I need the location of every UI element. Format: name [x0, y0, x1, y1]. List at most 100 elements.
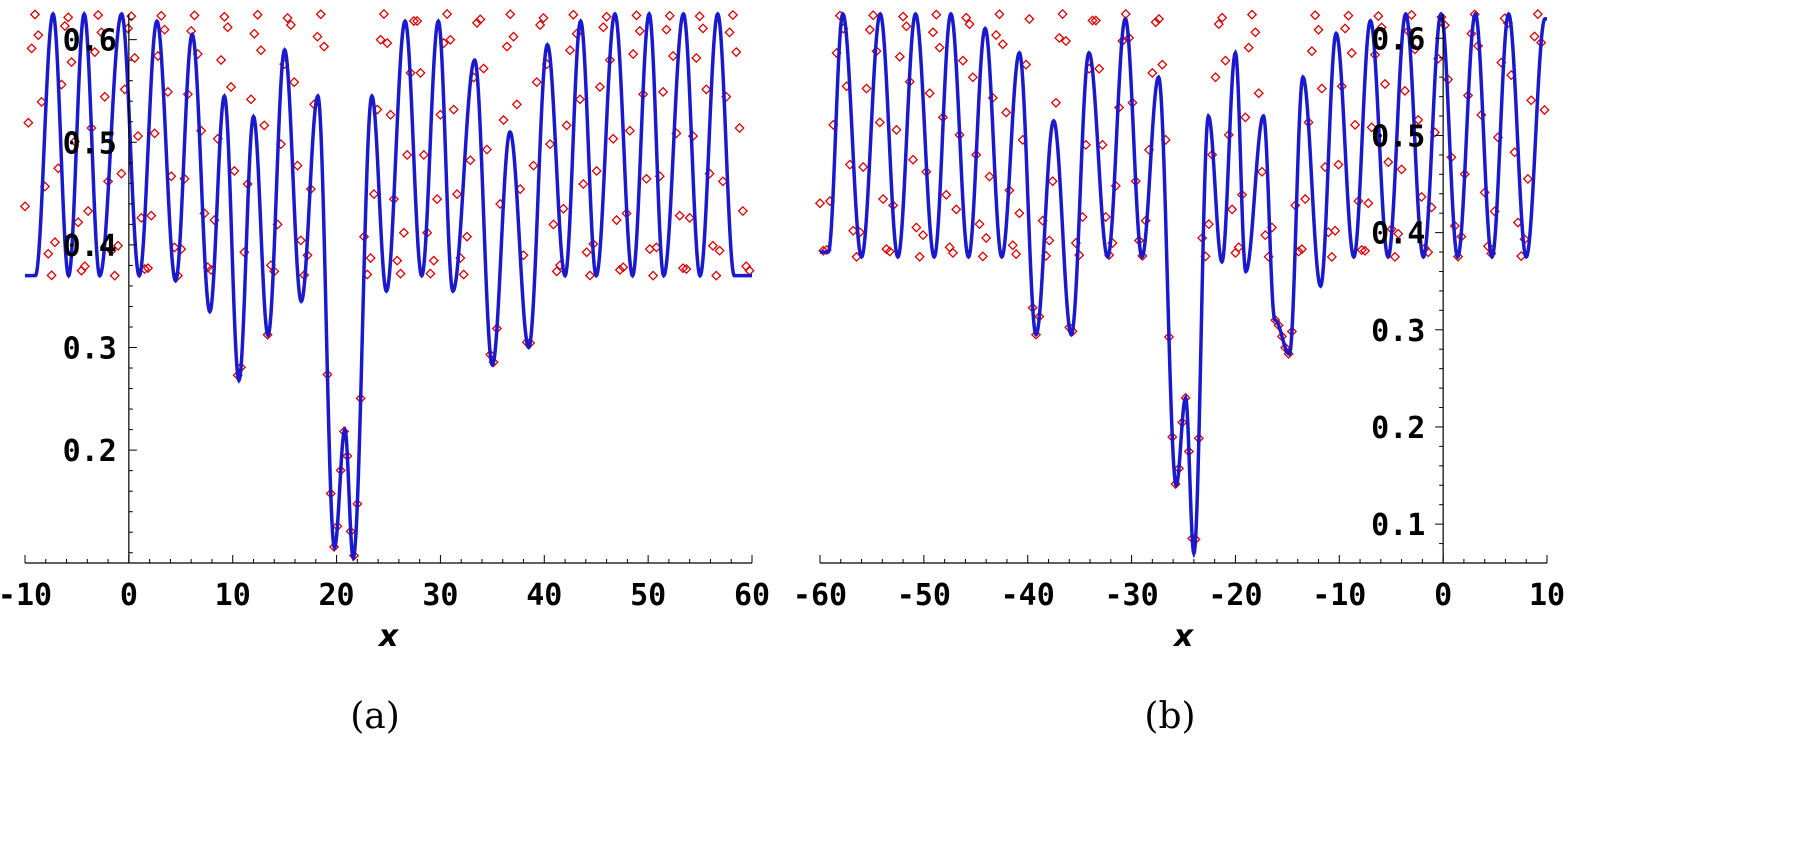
marker-point: [46, 270, 57, 281]
marker-point: [1339, 23, 1351, 34]
marker-point: [415, 67, 426, 79]
marker-point: [1054, 32, 1065, 44]
x-tick-label: 10: [215, 578, 251, 613]
marker-point: [26, 43, 37, 54]
marker-point: [1097, 139, 1108, 150]
marker-point: [914, 251, 925, 262]
curve-series-a: [25, 11, 752, 562]
marker-point: [63, 12, 74, 23]
marker-point: [861, 83, 872, 94]
marker-point: [222, 22, 233, 33]
marker-point: [1240, 112, 1251, 123]
marker-point: [814, 198, 826, 209]
marker-point: [1316, 83, 1327, 94]
marker-point: [1203, 219, 1214, 230]
marker-point: [66, 56, 77, 68]
marker-point: [614, 264, 626, 275]
marker-point: [508, 31, 519, 42]
marker-point: [1213, 19, 1224, 30]
marker-point: [431, 193, 443, 205]
marker-point: [1310, 10, 1321, 21]
marker-point: [312, 31, 323, 42]
marker-point: [818, 245, 829, 256]
marker-point: [1153, 13, 1165, 25]
y-tick-label: 0.3: [63, 332, 117, 367]
marker-point: [1296, 243, 1308, 255]
marker-point: [1406, 9, 1417, 21]
marker-point: [957, 55, 969, 66]
marker-point: [961, 12, 972, 23]
marker-point: [558, 203, 569, 214]
marker-point: [1306, 46, 1317, 57]
marker-point: [378, 8, 390, 20]
x-tick-label: 40: [526, 578, 562, 613]
marker-point: [684, 212, 695, 223]
marker-point: [382, 37, 393, 49]
marker-point: [132, 130, 144, 142]
marker-point: [1057, 8, 1068, 20]
marker-point: [911, 222, 922, 233]
marker-point: [1346, 47, 1357, 59]
marker-point: [448, 104, 459, 115]
y-tick-label: 0.2: [1371, 411, 1425, 446]
marker-point: [981, 232, 992, 244]
marker-point: [1333, 159, 1344, 170]
marker-point: [884, 246, 895, 257]
marker-point: [1047, 176, 1058, 187]
marker-point: [608, 133, 619, 144]
marker-point: [618, 262, 629, 273]
marker-point: [1233, 242, 1244, 253]
marker-point: [864, 24, 875, 35]
marker-point: [402, 149, 413, 161]
x-axis-label-b: x: [1172, 619, 1195, 654]
panel-caption-b: (b): [1144, 696, 1195, 737]
marker-point: [116, 168, 127, 179]
marker-point: [149, 128, 160, 139]
marker-point: [1060, 35, 1072, 47]
x-tick-label: 20: [319, 578, 355, 613]
marker-point: [412, 15, 423, 27]
marker-point: [951, 204, 962, 215]
marker-point: [83, 205, 94, 217]
marker-point: [731, 46, 742, 58]
marker-point: [156, 10, 167, 21]
marker-point: [49, 237, 61, 248]
marker-point: [255, 45, 267, 56]
marker-point: [1389, 251, 1401, 262]
marker-point: [531, 77, 542, 88]
marker-point: [561, 120, 572, 131]
marker-point: [73, 217, 84, 228]
marker-point: [997, 39, 1008, 50]
marker-point: [418, 149, 429, 161]
marker-point: [1230, 247, 1241, 259]
marker-point: [1010, 248, 1022, 260]
marker-point: [461, 231, 473, 242]
marker-point: [189, 10, 200, 21]
marker-point: [1217, 12, 1228, 23]
marker-point: [714, 245, 725, 256]
marker-point: [245, 94, 257, 105]
marker-point: [1526, 95, 1537, 106]
marker-point: [1147, 67, 1158, 79]
marker-point: [23, 117, 34, 128]
marker-point: [481, 144, 493, 155]
marker-point: [368, 189, 380, 200]
marker-point: [1532, 8, 1543, 20]
marker-point: [146, 210, 157, 221]
marker-point: [1044, 235, 1055, 246]
marker-point: [1050, 97, 1062, 108]
x-axis-label-a: x: [377, 619, 400, 654]
marker-point: [538, 12, 549, 24]
x-tick-label: -10: [0, 578, 52, 613]
marker-point: [578, 178, 589, 190]
marker-point: [677, 263, 689, 274]
marker-point: [984, 171, 995, 182]
marker-point: [648, 270, 659, 281]
marker-point: [611, 214, 622, 226]
marker-point: [225, 81, 237, 93]
marker-point: [1409, 44, 1421, 55]
marker-point: [252, 9, 263, 20]
marker-point: [977, 251, 988, 262]
marker-point: [891, 124, 902, 135]
curve-series-b: [820, 11, 1547, 559]
